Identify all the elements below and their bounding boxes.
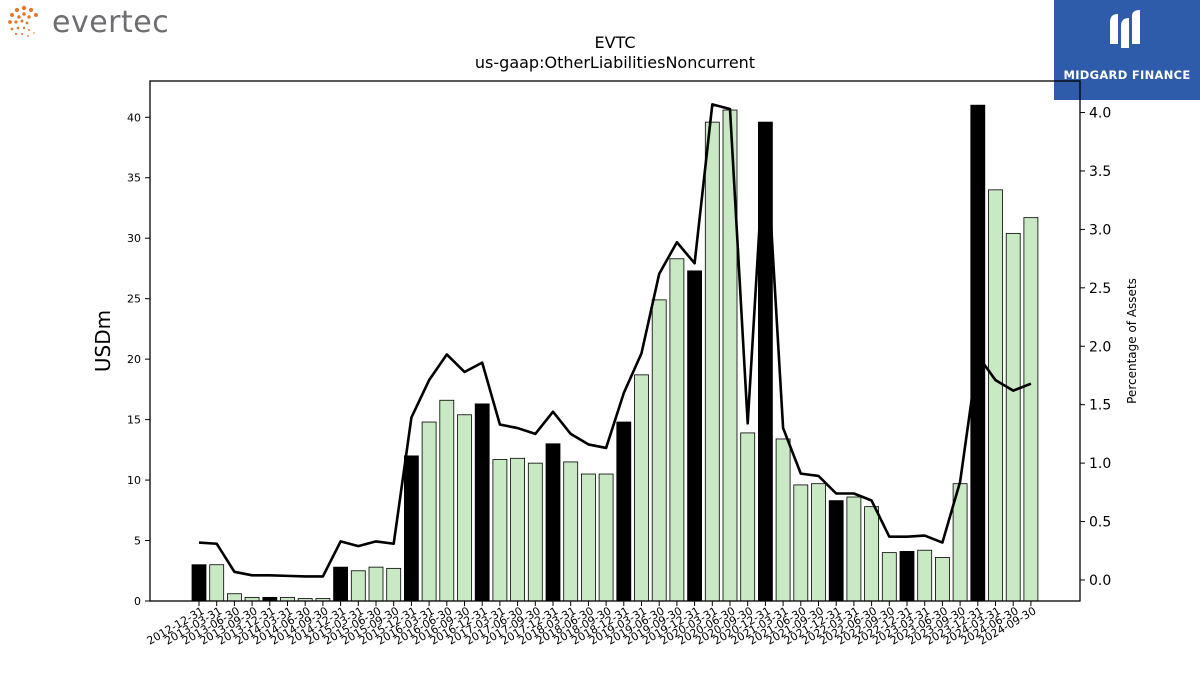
- midgard-finance-text: MIDGARD FINANCE: [1063, 68, 1191, 82]
- bar-2016-12-31: [474, 403, 490, 602]
- y2-tick-label: 1.0: [1089, 456, 1111, 472]
- bar-2020-09-30: [740, 432, 756, 602]
- bar-2022-09-30: [881, 552, 897, 602]
- bar-2015-09-30: [386, 567, 402, 602]
- bar-2018-12-31: [616, 421, 632, 602]
- bar-2020-03-31: [704, 121, 720, 602]
- y-tick-label: 10: [127, 474, 141, 487]
- bar-2023-03-31: [917, 549, 933, 602]
- bar-2013-06-30: [226, 593, 242, 602]
- bar-2017-09-30: [527, 462, 543, 602]
- y2-tick-label: 3.5: [1089, 164, 1111, 180]
- bar-2015-12-31: [403, 455, 419, 602]
- y-axis-label: USDm: [91, 310, 115, 372]
- bar-2019-06-30: [651, 299, 667, 602]
- y2-tick-label: 4.0: [1089, 106, 1111, 122]
- evertec-dots-icon: [8, 5, 38, 37]
- line-layer: [198, 103, 1032, 578]
- y2-tick-label: 2.0: [1089, 339, 1111, 355]
- bar-2021-12-31: [828, 500, 844, 602]
- y-tick-label: 15: [127, 414, 141, 427]
- bar-2024-09-30: [1023, 217, 1039, 602]
- bar-2022-12-31: [899, 551, 915, 602]
- y-tick-label: 35: [127, 172, 141, 185]
- bar-2022-03-31: [846, 496, 862, 602]
- bar-2024-03-31: [988, 189, 1003, 602]
- y-tick-label: 5: [134, 535, 141, 548]
- chart-title: EVTC: [594, 33, 635, 52]
- bar-2024-06-30: [1005, 232, 1021, 602]
- bar-2018-09-30: [598, 473, 614, 602]
- bar-2016-03-31: [421, 421, 437, 602]
- bar-2016-06-30: [439, 399, 455, 602]
- bar-2017-03-31: [492, 459, 508, 602]
- plot-frame: [149, 80, 1081, 602]
- bar-2018-06-30: [581, 473, 596, 602]
- y-tick-label: 0: [134, 595, 141, 608]
- bar-2012-12-31: [191, 564, 207, 602]
- evertec-logo: evertec: [4, 2, 169, 42]
- y-tick-label: 30: [127, 232, 141, 245]
- y2-tick-label: 1.5: [1089, 398, 1111, 414]
- bar-2022-06-30: [864, 506, 879, 602]
- percentage-of-assets-line: [198, 103, 1032, 578]
- y-tick-label: 40: [127, 111, 141, 124]
- bar-2013-03-31: [209, 564, 225, 602]
- bar-2019-03-31: [634, 374, 649, 602]
- bar-2019-09-30: [669, 258, 685, 602]
- bar-2023-12-31: [970, 104, 986, 602]
- y2-tick-label: 3.0: [1089, 222, 1111, 238]
- bar-2021-06-30: [793, 484, 809, 602]
- y-tick-label: 25: [127, 293, 141, 306]
- bar-2017-12-31: [545, 443, 561, 602]
- bar-2017-06-30: [510, 457, 526, 602]
- evertec-logo-text: evertec: [52, 4, 170, 40]
- chart-subtitle: us-gaap:OtherLiabilitiesNoncurrent: [475, 53, 755, 72]
- midgard-mark-icon: [1110, 10, 1140, 48]
- y2-tick-label: 0.5: [1089, 515, 1111, 531]
- axes-layer: 0 5 10 15 20 25 30 35 40 0.0 0.5 1.0 1.5 2.0 2.5 3.0 3.5…: [127, 80, 1111, 648]
- y2-tick-label: 2.5: [1089, 281, 1111, 297]
- bar-2015-06-30: [368, 566, 384, 602]
- bar-2021-09-30: [811, 483, 826, 602]
- bar-2015-03-31: [350, 570, 366, 602]
- bar-2023-06-30: [935, 557, 950, 602]
- bar-2016-09-30: [457, 414, 472, 602]
- bars-layer: [191, 104, 1039, 602]
- midgard-finance-logo: MIDGARD FINANCE: [1054, 0, 1200, 100]
- y-tick-label: 20: [127, 353, 141, 366]
- bar-2021-03-31: [775, 438, 791, 602]
- bar-2019-12-31: [687, 270, 702, 602]
- y2-tick-label: 0.0: [1089, 573, 1111, 589]
- bar-2018-03-31: [563, 461, 579, 602]
- bar-2014-12-31: [333, 566, 349, 602]
- y2-axis-label: Percentage of Assets: [1125, 278, 1139, 404]
